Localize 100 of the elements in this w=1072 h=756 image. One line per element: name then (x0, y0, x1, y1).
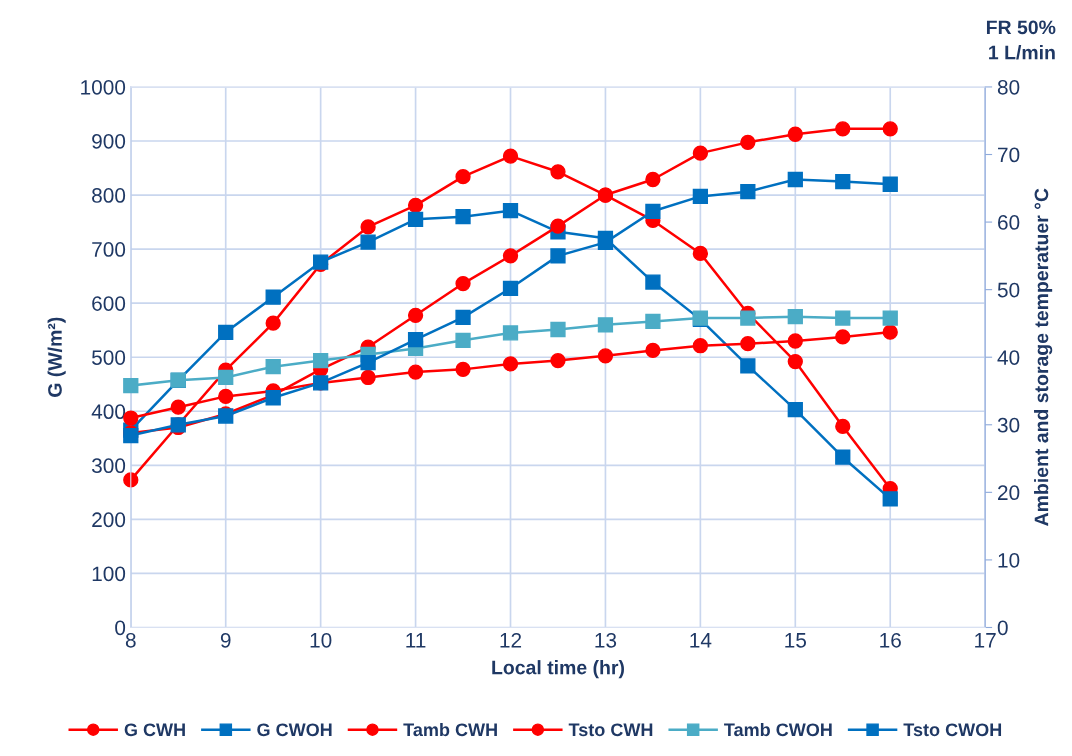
x-tick-label: 12 (500, 632, 522, 648)
point (835, 173, 851, 190)
point (218, 369, 234, 386)
point (597, 234, 614, 250)
y2-tick-label: 60 (998, 215, 1020, 230)
y2-tick-label: 10 (998, 552, 1020, 568)
y2-tick-label: 70 (998, 147, 1020, 163)
point (123, 377, 139, 394)
y-tick-label: 500 (92, 350, 126, 365)
point (835, 449, 851, 465)
y-tick-label: 400 (91, 404, 126, 420)
point (692, 188, 709, 205)
legend-label: Tsto CWOH (903, 723, 1002, 737)
point (597, 187, 614, 203)
point (455, 332, 471, 348)
x-tick-label: 11 (406, 633, 426, 648)
y-tick-label: 300 (91, 458, 126, 474)
x-tick-label: 17 (975, 633, 996, 648)
legend-label: G CWH (124, 723, 185, 737)
y2-tick-label: 20 (998, 485, 1020, 501)
y-axis-title: G (W/m²) (47, 317, 66, 397)
point (455, 169, 471, 185)
point (787, 309, 803, 325)
y2-tick-label: 30 (997, 417, 1020, 433)
y-tick-label: 200 (92, 512, 126, 528)
point (360, 219, 376, 235)
point (645, 274, 661, 290)
point (882, 310, 898, 326)
point (455, 275, 471, 292)
point (407, 307, 424, 323)
x-tick-label: 10 (310, 632, 332, 648)
point (597, 317, 614, 333)
point (360, 354, 376, 371)
point (502, 148, 519, 164)
point (835, 121, 851, 137)
point (502, 325, 519, 341)
text: FR 50% 1 L/min (986, 20, 1056, 60)
point (502, 356, 519, 372)
point (692, 338, 709, 354)
y-tick-label: 600 (92, 296, 126, 311)
point (740, 336, 756, 352)
point (502, 280, 519, 296)
point (835, 329, 851, 345)
point (313, 352, 329, 369)
x-axis-title: Local time (hr) (492, 660, 624, 679)
x-tick-label: 16 (880, 632, 901, 648)
point (835, 418, 851, 435)
point (455, 209, 471, 225)
point (123, 410, 139, 426)
y-tick-label: 1000 (81, 79, 126, 95)
point (550, 164, 566, 180)
point (692, 145, 709, 161)
point (218, 388, 234, 405)
point (645, 203, 661, 219)
point (597, 348, 614, 364)
point (550, 248, 566, 264)
y-tick-label: 700 (92, 242, 126, 257)
x-tick-label: 13 (595, 632, 617, 648)
point (787, 333, 803, 349)
point (787, 171, 803, 188)
point (218, 324, 234, 340)
y-tick-label: 900 (92, 134, 126, 149)
point (740, 134, 756, 150)
point (882, 176, 898, 192)
y-tick-label: 0 (115, 620, 126, 636)
point (170, 399, 186, 415)
point (550, 321, 566, 338)
point (550, 352, 566, 369)
point (692, 245, 709, 262)
point (740, 310, 756, 326)
x-tick-label: 8 (125, 632, 136, 648)
point (455, 361, 471, 378)
point (787, 402, 803, 418)
legend-label: Tamb CWOH (724, 722, 832, 737)
point (882, 491, 898, 507)
point (360, 369, 376, 386)
point (407, 364, 424, 380)
point (407, 211, 424, 228)
point (265, 289, 281, 305)
point (502, 248, 519, 264)
y2-tick-label: 40 (997, 350, 1020, 365)
x-tick-label: 14 (690, 633, 712, 648)
point (502, 203, 519, 219)
y-tick-label: 100 (92, 566, 126, 582)
point (740, 184, 756, 200)
point (882, 121, 898, 137)
point (787, 126, 803, 142)
point (882, 324, 898, 340)
y-tick-label: 800 (92, 188, 126, 203)
y2-axis-title: Ambient and storage temperatuer °C (1034, 188, 1053, 526)
y2-tick-label: 0 (997, 620, 1008, 636)
legend-label: Tamb CWH (403, 722, 497, 737)
point (360, 234, 376, 250)
point (455, 309, 471, 325)
point (265, 359, 281, 375)
point (550, 218, 566, 234)
x-tick-label: 15 (785, 633, 807, 648)
legend-label: Tsto CWH (568, 723, 653, 737)
y2-tick-label: 50 (997, 282, 1020, 298)
y2-tick-label: 80 (997, 79, 1020, 95)
